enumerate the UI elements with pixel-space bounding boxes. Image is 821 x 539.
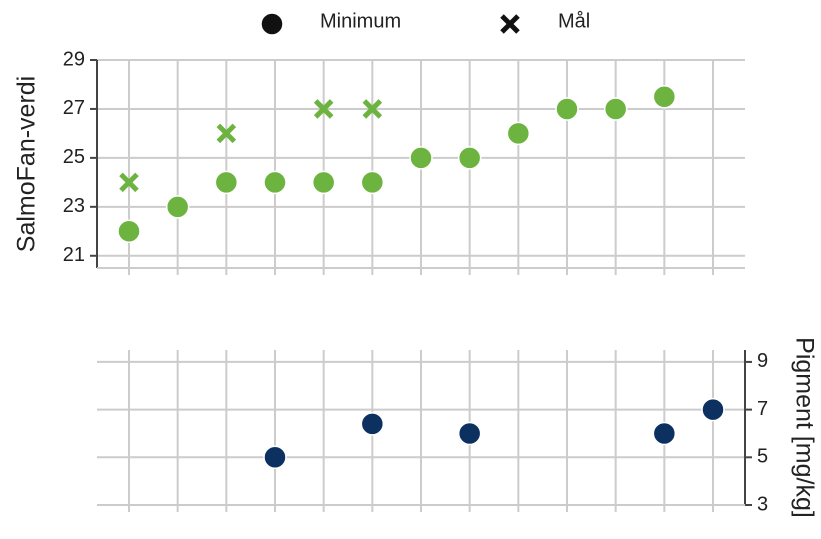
point bbox=[311, 170, 336, 195]
point bbox=[457, 421, 482, 446]
point bbox=[263, 170, 287, 195]
legend-label: Mål bbox=[558, 10, 590, 32]
point bbox=[263, 445, 287, 470]
point bbox=[652, 84, 677, 109]
point-stroke bbox=[119, 172, 139, 193]
point bbox=[555, 97, 579, 121]
y-axis-label: SalmoFan-verdi bbox=[13, 76, 41, 252]
point bbox=[214, 170, 239, 195]
point bbox=[457, 146, 482, 170]
point bbox=[216, 123, 237, 144]
y-tick-label: 9 bbox=[757, 350, 768, 372]
y-tick-label: 3 bbox=[757, 493, 768, 515]
point bbox=[603, 97, 628, 121]
y-tick-label: 7 bbox=[757, 398, 768, 420]
y-axis-label: Pigment [mg/kg] bbox=[790, 337, 818, 518]
y-tick-label: 23 bbox=[63, 195, 85, 217]
point bbox=[117, 219, 141, 244]
legend-marker bbox=[260, 12, 284, 36]
point bbox=[506, 121, 531, 146]
point bbox=[652, 421, 677, 446]
point bbox=[165, 195, 190, 219]
point bbox=[119, 172, 139, 193]
legend-marker bbox=[500, 14, 520, 34]
point bbox=[360, 170, 385, 195]
point bbox=[701, 397, 725, 422]
point-stroke bbox=[313, 99, 334, 119]
point bbox=[360, 412, 385, 436]
point bbox=[313, 99, 334, 119]
y-tick-label: 5 bbox=[757, 446, 768, 468]
point bbox=[362, 99, 383, 119]
point-stroke bbox=[362, 99, 383, 119]
point bbox=[409, 146, 433, 170]
legend-marker-stroke bbox=[500, 14, 520, 34]
y-tick-label: 29 bbox=[63, 48, 85, 70]
legend-label: Minimum bbox=[320, 10, 401, 32]
y-tick-label: 27 bbox=[63, 97, 85, 119]
y-tick-label: 21 bbox=[63, 244, 85, 266]
point-stroke bbox=[216, 123, 237, 144]
y-tick-label: 25 bbox=[63, 146, 85, 168]
